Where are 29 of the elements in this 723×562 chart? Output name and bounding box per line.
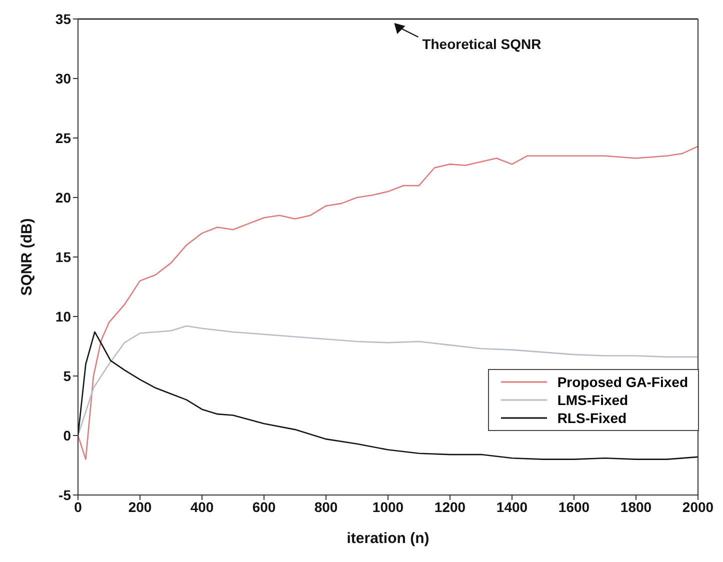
x-tick-label: 800	[314, 498, 338, 515]
x-tick-label: 2000	[682, 498, 714, 515]
line-series	[78, 331, 698, 460]
x-tick-label: 200	[128, 498, 152, 515]
legend-label: Proposed GA-Fixed	[557, 374, 688, 390]
x-tick-label: 1600	[558, 498, 590, 515]
x-tick-label: 1200	[434, 498, 466, 515]
x-tick-label: 0	[74, 498, 82, 515]
line-series	[78, 146, 698, 460]
x-tick-label: 1000	[372, 498, 404, 515]
y-axis-title: SQNR (dB)	[18, 218, 36, 296]
x-tick-label: 400	[190, 498, 214, 515]
line-series	[78, 325, 698, 436]
y-tick-label: 25	[55, 130, 72, 146]
y-tick-label: 20	[55, 189, 72, 206]
x-tick-label: 1800	[620, 498, 652, 515]
legend-label: RLS-Fixed	[557, 410, 627, 426]
legend-label: LMS-Fixed	[557, 392, 628, 408]
annotation: Theoretical SQNR	[422, 36, 542, 52]
y-tick-label: 0	[63, 427, 72, 444]
x-tick-label: 600	[252, 498, 276, 515]
y-tick-label: 30	[55, 70, 72, 86]
y-tick-label: 10	[55, 308, 72, 324]
y-tick-label: 15	[55, 248, 72, 265]
x-axis-title: iteration (n)	[346, 530, 430, 547]
x-tick-label: 1400	[496, 498, 528, 515]
y-tick-label: 35	[55, 10, 72, 27]
y-tick-label: 5	[63, 368, 72, 384]
y-tick-label: -5	[58, 486, 72, 503]
